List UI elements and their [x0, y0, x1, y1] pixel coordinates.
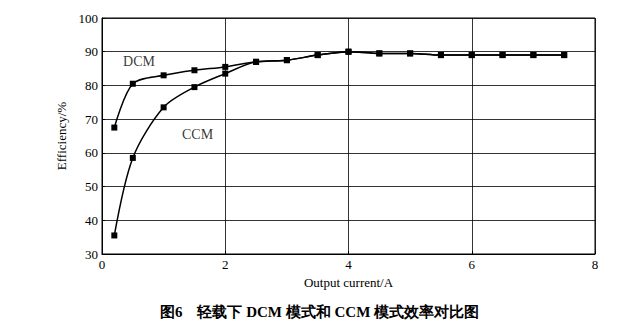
svg-text:2: 2 [222, 257, 229, 272]
svg-text:50: 50 [85, 179, 98, 194]
svg-text:40: 40 [85, 213, 98, 228]
svg-text:100: 100 [79, 11, 99, 26]
svg-text:8: 8 [592, 257, 599, 272]
svg-text:30: 30 [85, 247, 98, 262]
svg-text:60: 60 [85, 145, 98, 160]
svg-text:80: 80 [85, 78, 98, 93]
svg-text:0: 0 [99, 257, 106, 272]
svg-text:DCM: DCM [123, 54, 155, 69]
svg-text:Output current/A: Output current/A [304, 275, 394, 290]
svg-text:图6 轻载下 DCM 模式和 CCM 模式效率对比图: 图6 轻载下 DCM 模式和 CCM 模式效率对比图 [160, 303, 479, 320]
svg-text:70: 70 [85, 112, 98, 127]
svg-text:CCM: CCM [182, 127, 214, 142]
svg-text:6: 6 [469, 257, 476, 272]
svg-text:Efficiency/%: Efficiency/% [54, 102, 69, 171]
svg-text:90: 90 [85, 44, 98, 59]
svg-text:4: 4 [345, 257, 352, 272]
